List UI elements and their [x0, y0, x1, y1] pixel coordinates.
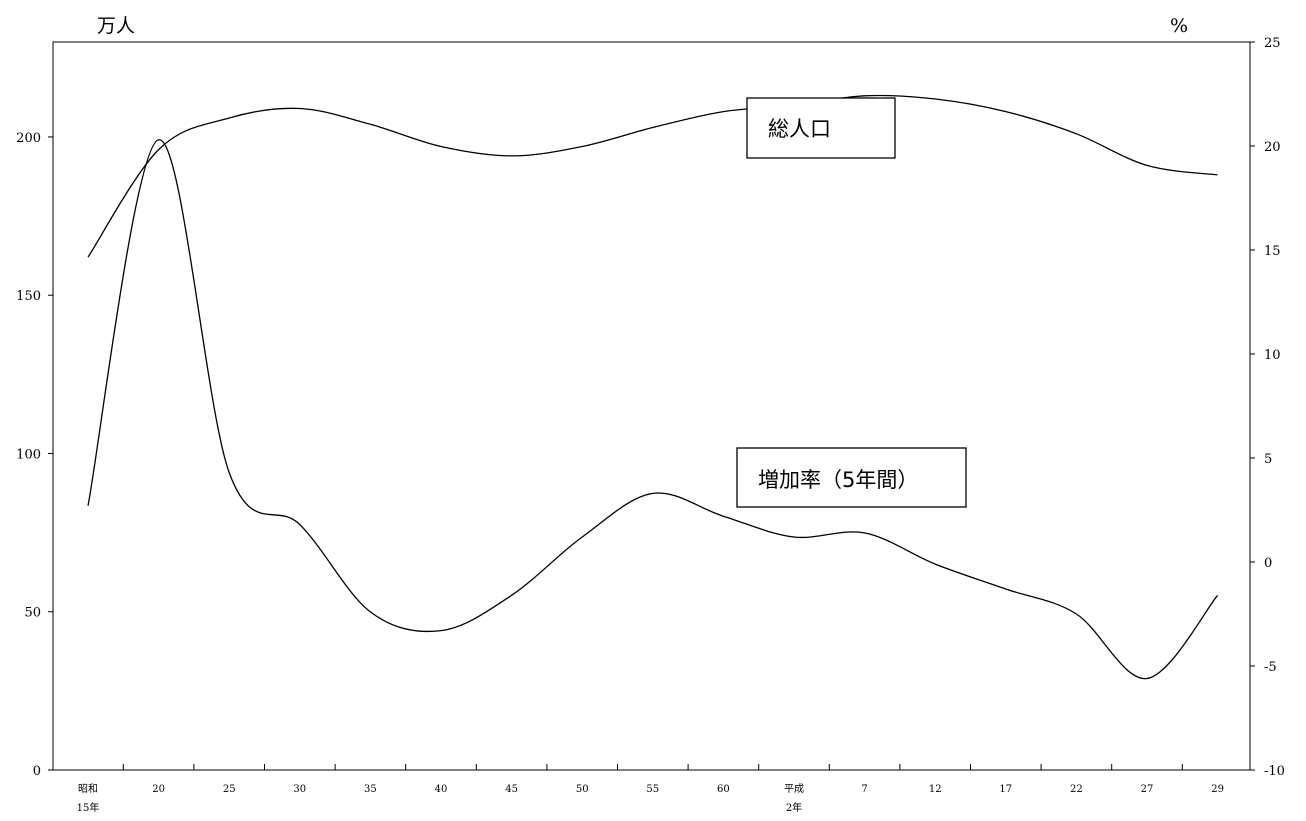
right-axis: -10 -5 0 5 10 15 20 25: [1250, 36, 1285, 779]
callout-total-population: 総人口: [746, 97, 896, 159]
callout-growth-rate-label: 増加率（5年間）: [758, 468, 918, 492]
right-tick-label: -5: [1264, 660, 1277, 675]
x-tick-label-sub: 15年: [77, 801, 100, 814]
x-tick-label: 30: [293, 784, 306, 795]
x-tick-label: 29: [1211, 784, 1224, 795]
left-axis-unit: 万人: [97, 15, 135, 37]
left-tick-label: 100: [16, 447, 41, 462]
x-tick-label: 55: [646, 784, 659, 795]
right-tick-label: 5: [1264, 452, 1272, 467]
right-tick-label: 15: [1264, 244, 1281, 259]
left-tick-label: 0: [33, 764, 41, 779]
left-tick-label: 50: [24, 606, 41, 621]
series-line-total-population: [87, 94, 1218, 258]
x-tick-label: 27: [1141, 784, 1154, 795]
right-tick-label: -10: [1264, 764, 1285, 779]
x-tick-label: 40: [435, 784, 448, 795]
x-tick-label: 17: [999, 784, 1012, 795]
x-tick-label: 60: [717, 784, 730, 795]
x-tick-label-sub: 2年: [786, 801, 802, 814]
right-tick-label: 10: [1264, 348, 1281, 363]
callout-growth-rate: 増加率（5年間）: [736, 447, 967, 508]
left-tick-label: 200: [16, 131, 41, 146]
right-tick-label: 20: [1264, 140, 1281, 155]
x-tick-label: 12: [929, 784, 942, 795]
right-tick-label: 0: [1264, 556, 1272, 571]
x-tick-label: 昭和: [78, 783, 98, 795]
left-axis: 0 50 100 150 200: [16, 131, 53, 779]
right-axis-unit: %: [1170, 15, 1188, 37]
x-tick-label: 50: [576, 784, 589, 795]
x-tick-label: 20: [152, 784, 165, 795]
x-tick-label: 45: [505, 784, 518, 795]
series-line-growth-rate: [87, 139, 1219, 680]
right-tick-label: 25: [1264, 36, 1281, 51]
x-tick-label: 35: [364, 784, 377, 795]
plot-frame: [52, 41, 1251, 771]
x-tick-label: 平成: [784, 783, 804, 795]
callout-total-population-label: 総人口: [768, 117, 831, 141]
x-axis: 昭和 15年 20 25 30 35 40 45 50 55 60 平成 2年 7 12 17 22 27 29: [77, 764, 1224, 814]
x-tick-label: 7: [861, 784, 867, 795]
left-tick-label: 150: [16, 289, 41, 304]
x-tick-label: 25: [223, 784, 236, 795]
x-tick-label: 22: [1070, 784, 1083, 795]
